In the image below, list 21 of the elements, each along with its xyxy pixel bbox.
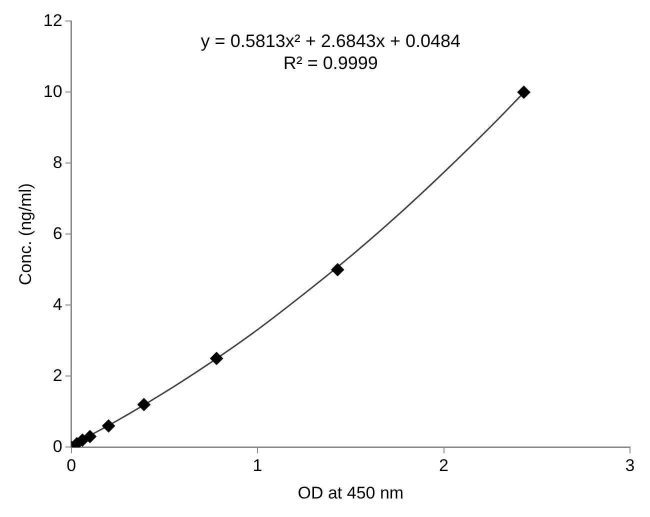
y-tick-label: 8 bbox=[52, 152, 62, 172]
x-tick-label: 0 bbox=[66, 456, 76, 476]
y-tick-label: 12 bbox=[43, 10, 62, 30]
y-tick-label: 0 bbox=[52, 436, 62, 456]
point bbox=[102, 419, 116, 432]
point bbox=[331, 263, 344, 276]
point bbox=[83, 430, 96, 444]
y-tick-label: 10 bbox=[43, 82, 62, 101]
y-tick-label: 2 bbox=[52, 366, 62, 385]
y-tick-label: 4 bbox=[52, 294, 62, 314]
annotation: R² = 0.9999 bbox=[283, 53, 378, 74]
annotation: y = 0.5813x² + 2.6843x + 0.0484 bbox=[200, 31, 461, 52]
y-tick-label: 6 bbox=[52, 224, 62, 243]
x-tick-label: 3 bbox=[625, 456, 635, 476]
point bbox=[137, 398, 150, 412]
x-tick-label: 1 bbox=[252, 456, 262, 476]
x-axis-title: OD at 450 nm bbox=[298, 483, 404, 502]
point bbox=[517, 86, 530, 99]
point bbox=[210, 352, 224, 365]
y-axis-title: Conc. (ng/ml) bbox=[16, 183, 35, 286]
x-tick-label: 2 bbox=[439, 456, 449, 476]
